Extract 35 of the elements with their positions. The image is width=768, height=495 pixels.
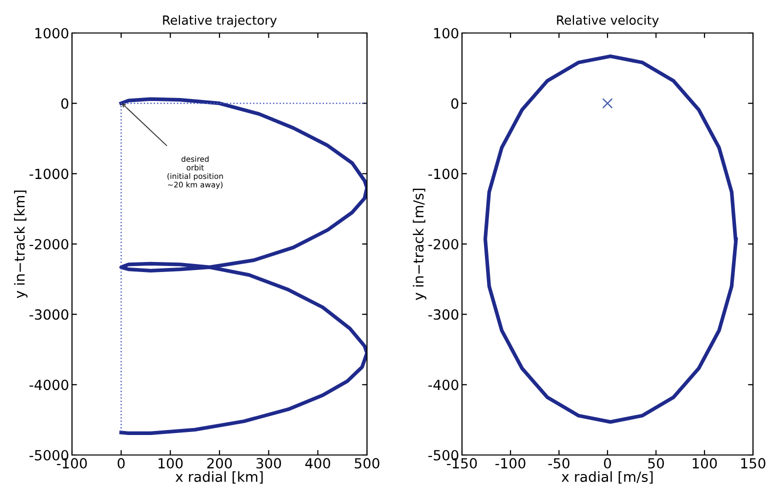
x-axis-title: x radial [m/s] xyxy=(562,471,653,484)
x-tick-label: 50 xyxy=(648,458,664,469)
y-tick-label: -1000 xyxy=(30,168,68,180)
y-tick-label: -300 xyxy=(428,309,458,320)
y-tick-label: -500 xyxy=(428,450,458,460)
chart-title: Relative velocity xyxy=(557,15,659,28)
y-tick-label: 100 xyxy=(434,28,458,38)
y-tick-label: -3000 xyxy=(30,309,68,320)
y-tick-label: -200 xyxy=(428,238,458,250)
y-tick-label: -400 xyxy=(428,380,458,390)
x-tick-label: 0 xyxy=(118,458,125,469)
x-tick-label: 0 xyxy=(604,458,611,469)
y-tick-label: 0 xyxy=(61,98,68,109)
y-tick-label: -5000 xyxy=(30,450,68,460)
x-tick-label: 400 xyxy=(305,458,330,469)
x-tick-label: 200 xyxy=(207,458,232,469)
y-tick-label: -2000 xyxy=(30,238,68,250)
y-axis-title: y in−track [km] xyxy=(14,190,28,298)
y-tick-label: 1000 xyxy=(35,28,68,38)
line-series xyxy=(483,54,738,424)
x-axis-title: x radial [km] xyxy=(176,471,263,484)
y-tick-label: -4000 xyxy=(30,380,68,390)
x-tick-label: -100 xyxy=(495,458,526,469)
x-tick-label: -150 xyxy=(446,458,477,469)
x-tick-label: -50 xyxy=(548,458,570,469)
x-tick-label: 100 xyxy=(692,458,717,469)
x-tick-label: 150 xyxy=(741,458,766,469)
x-tick-label: -100 xyxy=(56,458,87,469)
y-axis-title: y in−track [m/s] xyxy=(412,188,426,300)
y-tick-label: -100 xyxy=(428,168,458,180)
x-tick-label: 500 xyxy=(354,458,380,469)
x-tick-label: 100 xyxy=(158,458,183,469)
chart-title: Relative trajectory xyxy=(163,15,277,28)
y-tick-label: 0 xyxy=(451,98,458,109)
x-tick-label: 300 xyxy=(256,458,281,469)
